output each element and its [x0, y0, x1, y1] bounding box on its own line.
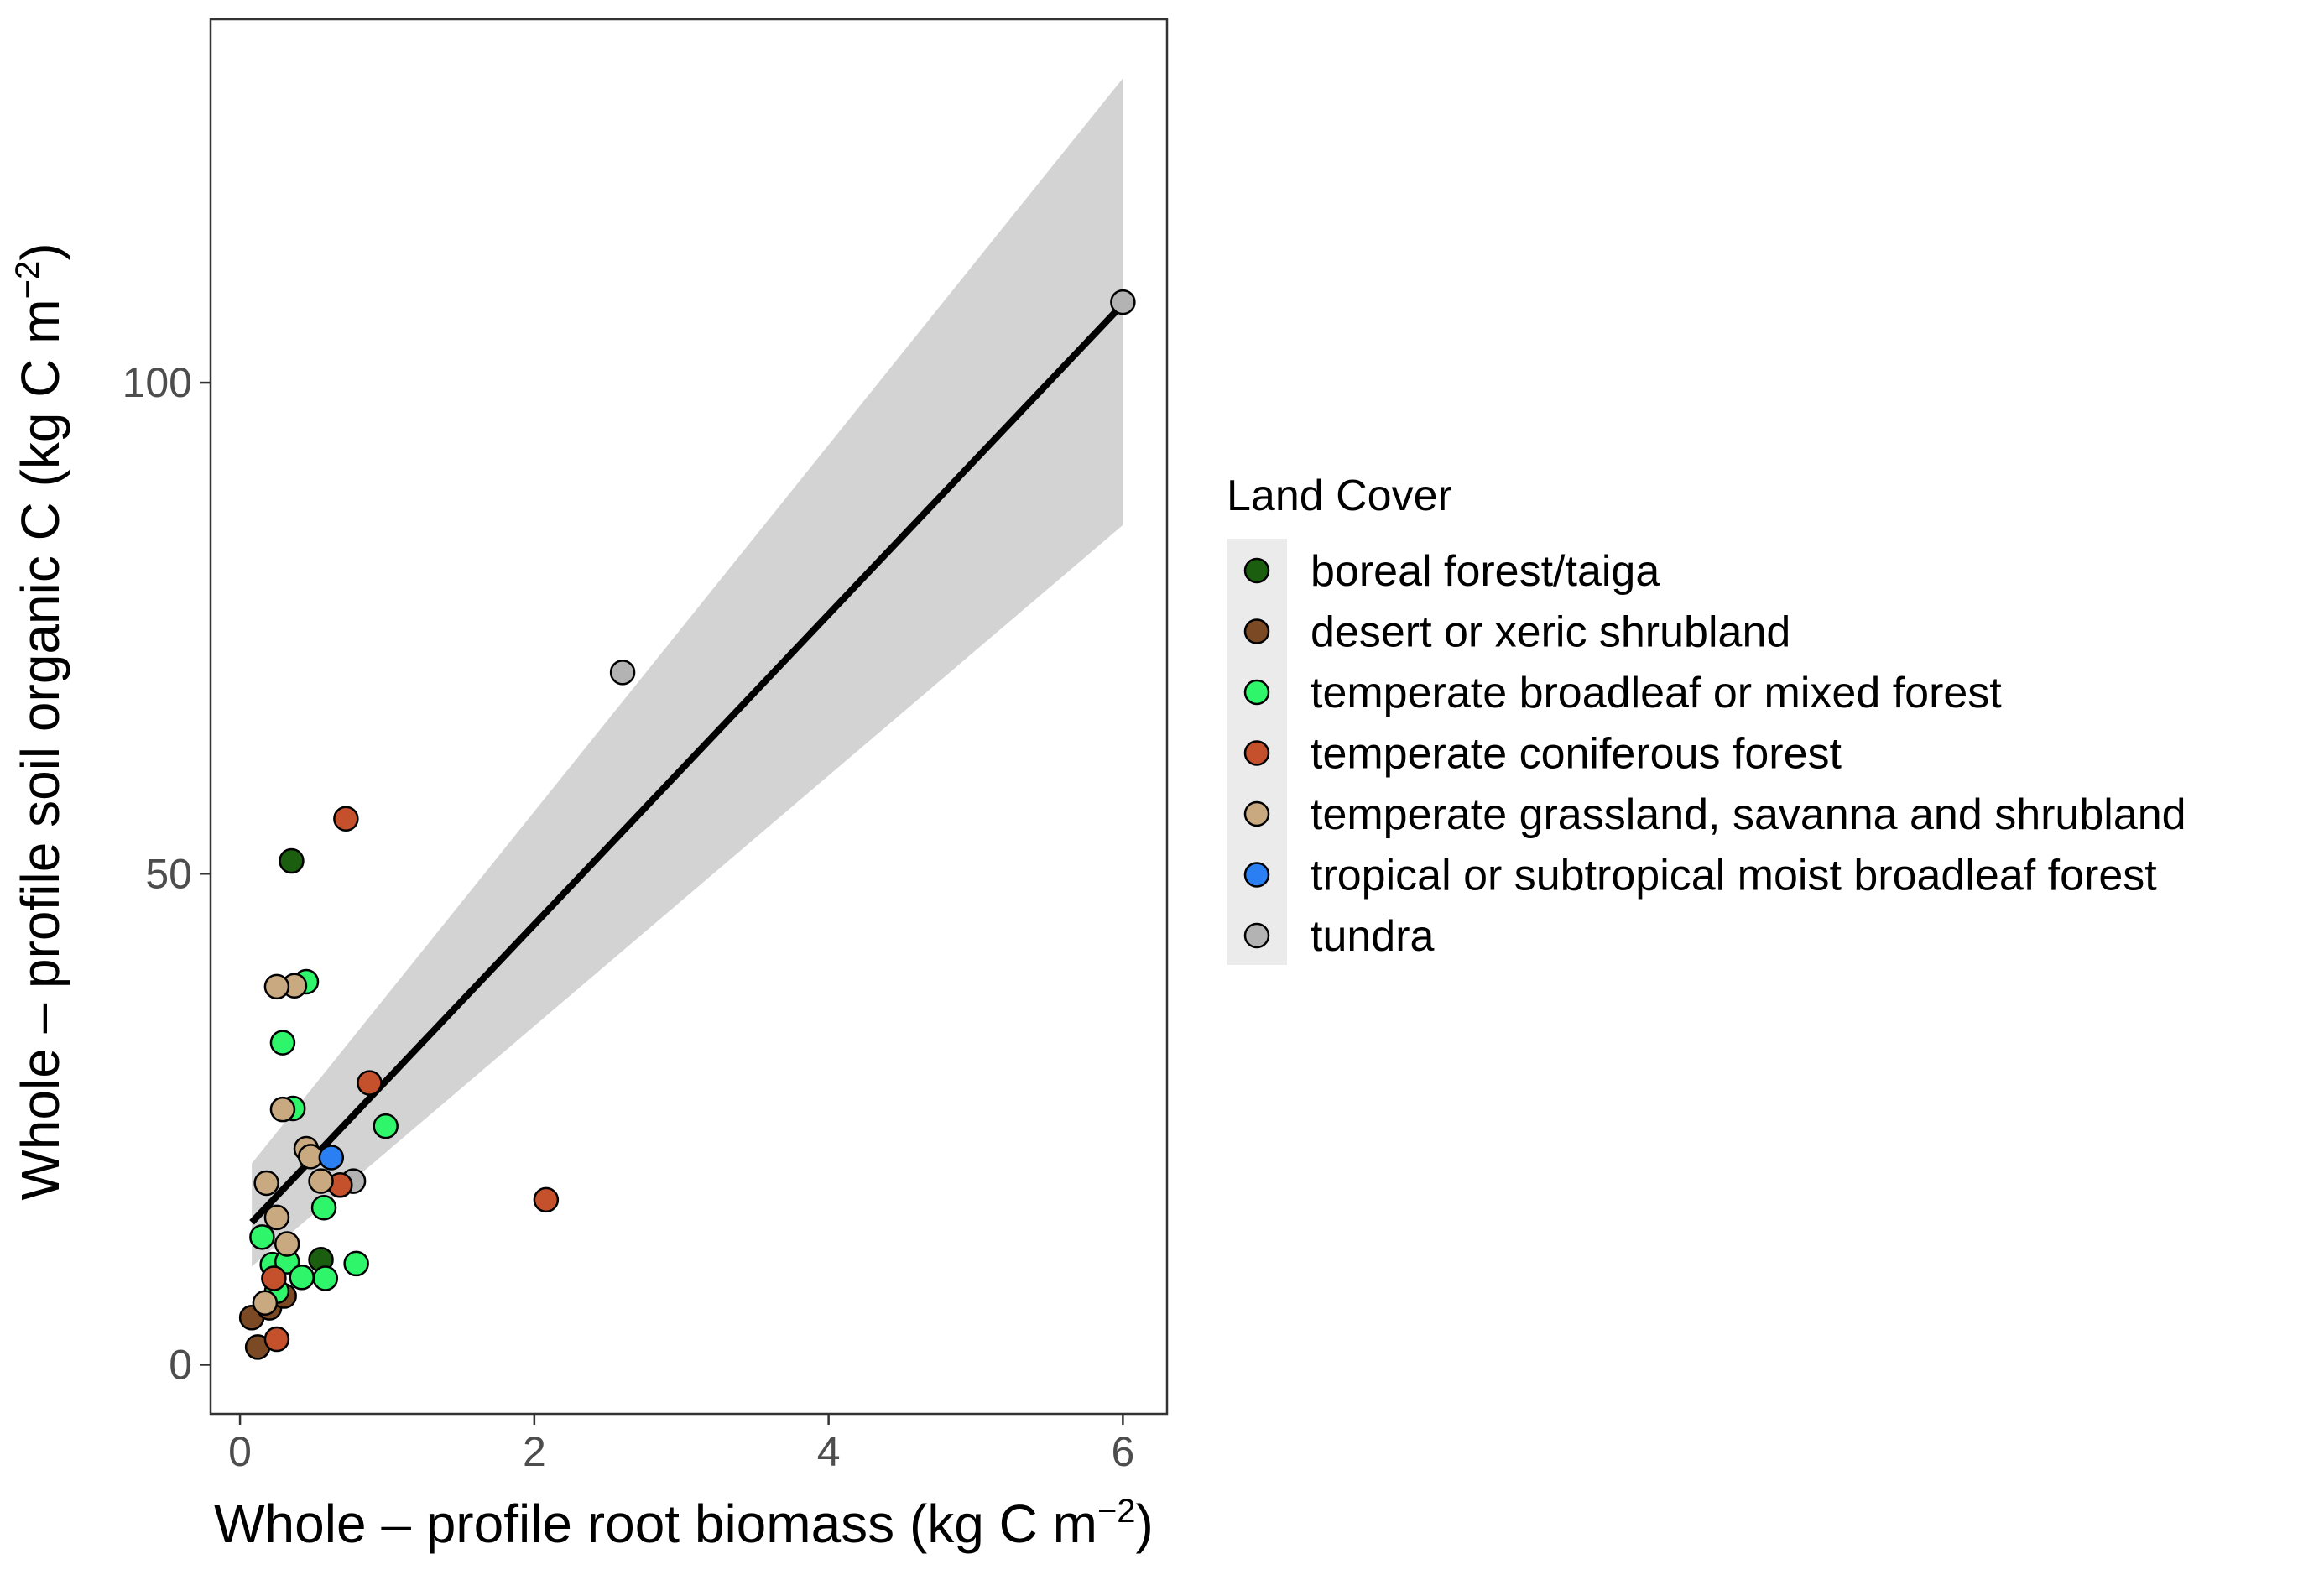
legend-label: temperate coniferous forest	[1311, 730, 1842, 779]
x-tick-label: 0	[228, 1428, 252, 1475]
y-axis-title-main: Whole – profile soil organic C (kg C m	[10, 299, 70, 1200]
legend-key	[1243, 557, 1270, 584]
data-point	[533, 1186, 560, 1213]
legend-key	[1243, 679, 1270, 706]
legend-title: Land Cover	[1227, 472, 1452, 520]
x-axis: 0 2 4 6	[228, 1414, 1134, 1475]
x-tick-label: 4	[817, 1428, 841, 1475]
x-axis-title-main: Whole – profile root biomass (kg C m	[214, 1494, 1097, 1554]
data-point	[263, 1326, 290, 1353]
x-axis-title-close: )	[1136, 1494, 1154, 1554]
y-axis-title: Whole – profile soil organic C (kg C m−2…	[9, 242, 70, 1200]
data-point	[308, 1168, 334, 1194]
legend-label: tropical or subtropical moist broadleaf …	[1311, 852, 2157, 900]
data-point	[263, 973, 290, 1000]
data-point	[373, 1113, 399, 1139]
data-point	[357, 1070, 383, 1096]
data-point	[343, 1250, 369, 1277]
legend-label: desert or xeric shrubland	[1311, 608, 1790, 657]
y-axis: 0 50 100	[122, 359, 211, 1388]
data-point	[1110, 289, 1136, 315]
data-point	[269, 1030, 296, 1056]
data-point	[318, 1145, 345, 1171]
legend-key	[1243, 922, 1270, 949]
confidence-band	[252, 78, 1123, 1267]
plot-area	[209, 18, 1169, 1416]
data-point	[249, 1224, 275, 1250]
x-tick-label: 2	[523, 1428, 546, 1475]
x-axis-title: Whole – profile root biomass (kg C m−2)	[214, 1493, 1154, 1554]
legend-key	[1243, 862, 1270, 888]
data-point	[609, 660, 636, 686]
data-point	[333, 806, 359, 832]
x-tick-label: 6	[1111, 1428, 1134, 1475]
data-point	[289, 1265, 315, 1291]
data-point	[252, 1290, 279, 1316]
legend-label: tundra	[1311, 912, 1435, 961]
data-point	[269, 1096, 296, 1123]
data-point	[261, 1265, 287, 1291]
data-point	[274, 1231, 300, 1257]
y-axis-title-close: )	[10, 242, 70, 260]
legend-key	[1243, 800, 1270, 827]
y-tick-label: 50	[145, 850, 192, 897]
regression-line	[249, 301, 1126, 1225]
data-point	[263, 1204, 290, 1231]
y-tick-label: 100	[122, 359, 192, 406]
data-point	[253, 1170, 279, 1197]
legend-key	[1243, 740, 1270, 766]
legend-label: temperate grassland, savanna and shrubla…	[1311, 790, 2186, 839]
y-axis-title-sup: −2	[9, 261, 46, 300]
y-tick-label: 0	[169, 1341, 192, 1388]
legend-label: temperate broadleaf or mixed forest	[1311, 669, 2002, 717]
legend-label: boreal forest/taiga	[1311, 547, 1660, 596]
data-point	[312, 1265, 339, 1291]
legend: Land Cover boreal forest/taiga desert or …	[1227, 472, 2186, 965]
legend-key	[1243, 618, 1270, 644]
panel-border	[209, 18, 1169, 1416]
data-point	[310, 1194, 337, 1221]
x-axis-title-sup: −2	[1097, 1493, 1136, 1530]
data-points	[238, 289, 1136, 1360]
data-point	[279, 847, 305, 874]
